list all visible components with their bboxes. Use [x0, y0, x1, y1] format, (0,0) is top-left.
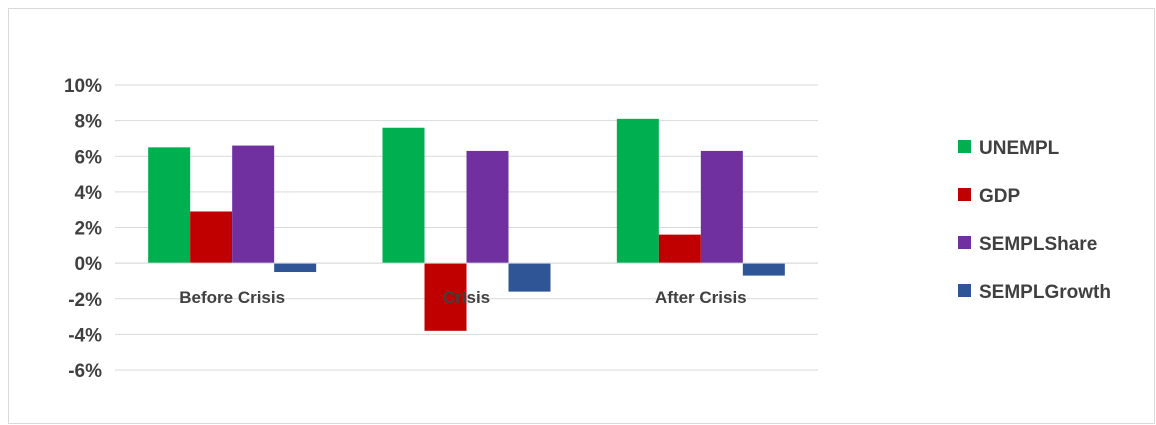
legend-label-gdp: GDP	[979, 186, 1021, 207]
category-label: Before Crisis	[179, 288, 285, 307]
category-label: After Crisis	[655, 288, 747, 307]
legend-swatch-semplshare	[958, 236, 971, 249]
y-tick-label: -4%	[68, 325, 102, 346]
y-tick-label: 6%	[75, 147, 103, 168]
legend-label-semplshare: SEMPLShare	[979, 234, 1097, 255]
y-tick-label: -6%	[68, 361, 102, 382]
bar-unempl-1	[382, 127, 425, 264]
bar-unempl-0	[148, 147, 191, 264]
y-tick-label: 10%	[64, 76, 102, 97]
category-label: Crisis	[443, 288, 490, 307]
y-tick-label: 4%	[75, 183, 103, 204]
bar-unempl-2	[616, 118, 659, 264]
bar-semplshare-1	[466, 150, 509, 264]
y-tick-label: 2%	[75, 219, 103, 240]
bars	[115, 118, 818, 331]
legend-label-unempl: UNEMPL	[979, 138, 1060, 159]
bar-gdp-1	[424, 263, 467, 331]
bar-gdp-2	[658, 234, 701, 264]
legend-swatch-gdp	[958, 188, 971, 201]
bar-semplgrowth-0	[274, 263, 317, 273]
legend: UNEMPL GDP SEMPLShare SEMPLGrowth	[958, 138, 1111, 303]
legend-swatch-unempl	[958, 140, 971, 153]
y-tick-label: -2%	[68, 290, 102, 311]
bar-semplgrowth-1	[508, 263, 551, 292]
legend-label-semplgrowth: SEMPLGrowth	[979, 282, 1111, 303]
y-tick-label: 0%	[75, 254, 103, 275]
y-tick-label: 8%	[75, 112, 103, 133]
category-labels: Before Crisis Crisis After Crisis	[179, 288, 746, 307]
bar-semplshare-0	[232, 145, 275, 264]
y-axis-tick-labels: -6% -4% -2% 0% 2% 4% 6% 8% 10%	[64, 76, 102, 382]
bar-semplshare-2	[700, 150, 743, 264]
bar-gdp-0	[190, 211, 233, 264]
legend-swatch-semplgrowth	[958, 284, 971, 297]
bar-semplgrowth-2	[742, 263, 785, 276]
